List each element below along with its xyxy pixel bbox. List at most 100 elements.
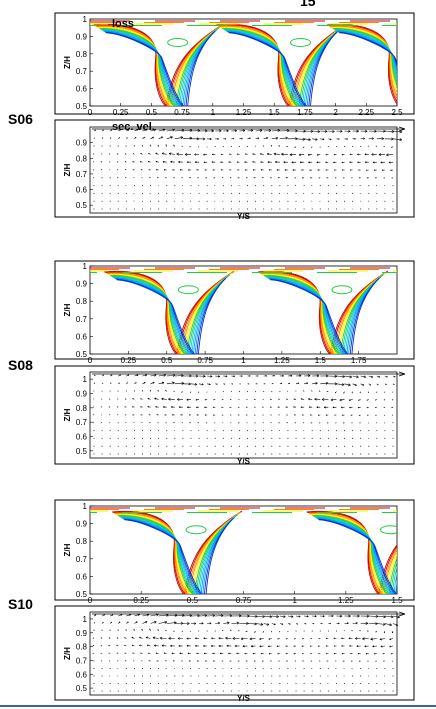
vector-dot [150, 208, 152, 210]
vector-arrow [287, 615, 294, 618]
vector-arrowhead [119, 129, 121, 131]
vector-arrowhead [228, 161, 230, 163]
x-tick-label: 1 [292, 596, 297, 605]
vector-dot [125, 437, 127, 439]
vector-arrowhead [333, 652, 336, 655]
vector-dot [230, 200, 232, 202]
vector-dot [133, 185, 135, 187]
vector-arrowhead [244, 161, 246, 163]
vector-dot [101, 177, 103, 179]
vector-dot [101, 208, 103, 210]
vector-dot [295, 430, 297, 432]
vector-arrowhead [194, 622, 197, 625]
vector-dot [279, 683, 281, 684]
vector-arrowhead [388, 161, 391, 164]
vector-arrowhead [383, 615, 386, 619]
vector-dot [255, 430, 257, 432]
vector-arrowhead [325, 645, 327, 647]
vector-dot [230, 146, 232, 148]
vector-dot [352, 437, 354, 439]
vector-dot [206, 185, 208, 187]
vector-dot [352, 200, 354, 202]
vector-arrowhead [229, 169, 231, 171]
vector-dot [101, 192, 103, 194]
y-tick-label: 0.9 [76, 520, 88, 529]
vector-arrowhead [189, 136, 193, 140]
vector-arrowhead [148, 169, 150, 171]
vector-arrowhead [282, 374, 284, 377]
vector-arrowhead [359, 392, 361, 394]
x-tick-label: 1.5 [269, 108, 281, 117]
vector-arrowhead [389, 638, 391, 641]
vector-arrowhead [159, 636, 163, 640]
vector-dot [392, 422, 394, 424]
vector-arrowhead [94, 622, 96, 623]
vector-arrowhead [315, 382, 318, 385]
vector-arrowhead [234, 644, 237, 648]
vector-arrowhead [196, 169, 198, 171]
vector-arrowhead [176, 152, 179, 156]
vector-arrowhead [374, 652, 376, 655]
vector-dot [133, 445, 135, 447]
vector-arrowhead [161, 397, 164, 401]
vector-arrowhead [266, 137, 269, 140]
vector-dot [368, 445, 370, 447]
vector-arrowhead [172, 169, 174, 171]
y-tick-label: 0.8 [76, 643, 88, 652]
case-label: S06 [8, 111, 33, 127]
vector-arrowhead [341, 161, 343, 164]
vector-dot [141, 185, 143, 187]
y-tick-label: 0.9 [76, 629, 88, 638]
vector-arrowhead [203, 161, 206, 164]
vector-dot [125, 675, 127, 677]
vector-dot [279, 185, 281, 187]
vector-dot [133, 690, 135, 692]
vector-arrowhead [180, 414, 182, 416]
vector-arrowhead [124, 644, 126, 647]
vector-arrowhead [272, 383, 274, 385]
x-tick-label: 0.5 [146, 108, 158, 117]
vector-arrowhead [100, 652, 102, 654]
vector-arrowhead [318, 390, 320, 392]
vector-arrowhead [141, 628, 143, 630]
vector-dot [295, 437, 297, 439]
vector-dot [109, 437, 111, 439]
vector-arrowhead [154, 397, 157, 400]
vector-dot [182, 690, 184, 692]
vector-dot [230, 208, 232, 210]
vector-arrow [134, 614, 140, 617]
vector-dot [319, 185, 321, 187]
vector-dot [376, 683, 378, 684]
vector-dot [93, 430, 95, 432]
vector-dot [222, 185, 224, 187]
vector-dot [303, 690, 305, 692]
vector-arrowhead [302, 137, 306, 141]
vector-arrowhead [245, 177, 247, 179]
vector-dot [368, 690, 370, 692]
vector-dot [158, 445, 160, 447]
vector-dot [263, 430, 265, 432]
vector-dot [238, 391, 240, 393]
vector-dot [287, 668, 289, 669]
vector-dot [295, 445, 297, 447]
vector-arrow [307, 154, 313, 156]
vector-arrowhead [116, 637, 118, 639]
vector-arrowhead [348, 399, 351, 401]
vector-dot [166, 200, 168, 202]
vector-arrowhead [233, 375, 235, 378]
contour-line [315, 516, 397, 594]
vector-arrowhead [149, 628, 151, 630]
vector-dot [247, 208, 249, 210]
vector-arrowhead [289, 623, 291, 625]
vector-arrowhead [148, 652, 150, 655]
vector-dot [222, 391, 224, 393]
vector-arrowhead [383, 660, 385, 662]
vector-arrow [150, 621, 157, 624]
vector-arrowhead [140, 414, 142, 416]
vector-arrowhead [259, 645, 262, 648]
vector-dot [279, 208, 281, 210]
x-tick-label: 0 [88, 356, 93, 365]
vector-arrow [215, 622, 220, 624]
vector-dot [319, 430, 321, 432]
